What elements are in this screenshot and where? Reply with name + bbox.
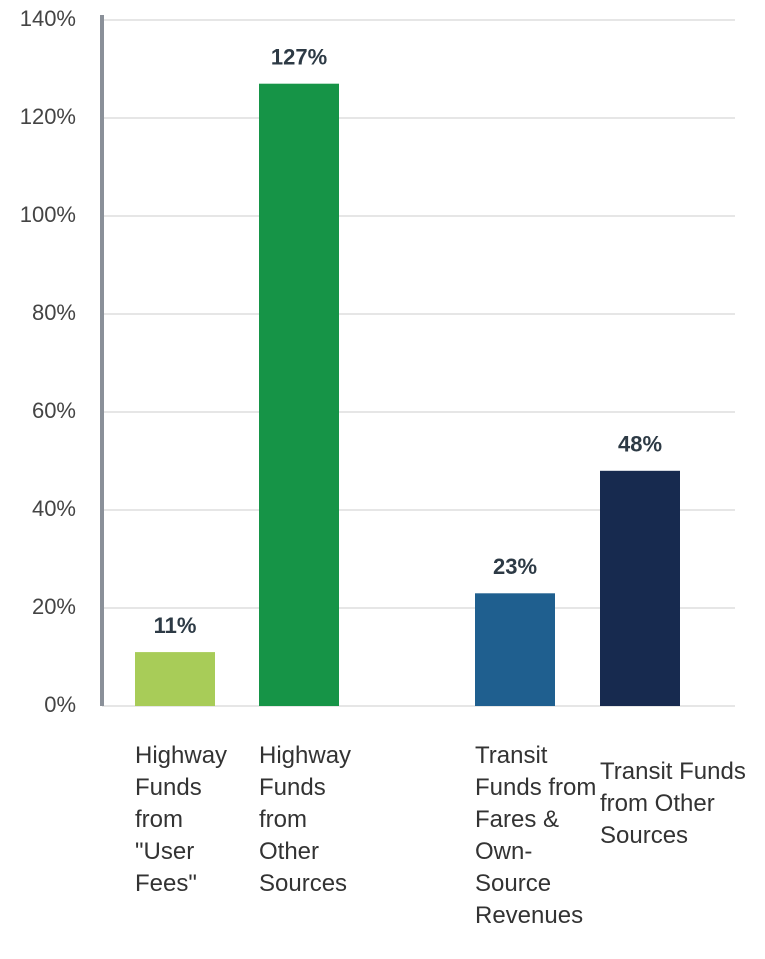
y-tick-label: 120% [20,104,76,129]
y-tick-label: 140% [20,6,76,31]
x-tick-label: Transit Funds from Fares & Own-Source Re… [475,742,597,929]
value-label: 11% [154,613,197,638]
y-tick-label: 20% [32,594,76,619]
bar [600,470,680,706]
value-label: 127% [271,45,327,70]
y-tick-label: 0% [44,692,76,717]
bar [259,83,339,706]
value-label: 23% [493,554,537,579]
y-tick-label: 40% [32,496,76,521]
y-tick-label: 80% [32,300,76,325]
bar [475,593,555,706]
x-tick-label: Transit Funds from Other Sources [600,758,746,849]
value-label: 48% [618,432,662,457]
x-tick-label: Highway Funds from "User Fees" [135,742,228,897]
y-tick-label: 100% [20,202,76,227]
y-tick-label: 60% [32,398,76,423]
x-tick-label: Highway Funds from Other Sources [259,742,352,897]
bar [135,652,215,706]
